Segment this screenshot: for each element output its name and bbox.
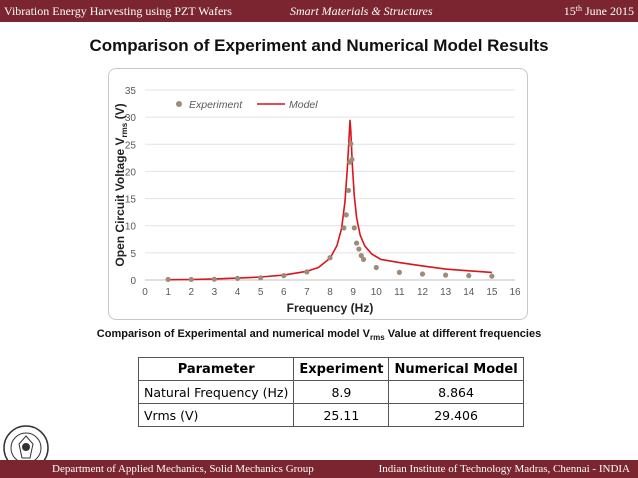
experiment-data-point	[341, 225, 347, 231]
department-name: Department of Applied Mechanics, Solid M…	[52, 463, 314, 475]
x-tick-label: 9	[350, 287, 356, 298]
experiment-data-point	[360, 256, 367, 262]
table-cell: 29.406	[388, 403, 524, 427]
date-rest: June 2015	[582, 4, 634, 18]
x-tick-label: 14	[463, 287, 475, 298]
legend-model-label: Model	[289, 99, 318, 111]
table-cell: Natural Frequency (Hz)	[137, 380, 295, 404]
y-tick-label: 0	[130, 276, 136, 287]
experiment-data-point	[349, 156, 355, 163]
presentation-title: Vibration Energy Harvesting using PZT Wa…	[4, 4, 232, 18]
x-tick-label: 8	[327, 287, 333, 298]
experiment-data-point	[165, 276, 171, 283]
y-tick-label: 20	[125, 167, 137, 178]
header-numerical-model: Numerical Model	[388, 357, 524, 381]
footer-bar: Department of Applied Mechanics, Solid M…	[0, 460, 638, 478]
course-name: Smart Materials & Structures	[290, 4, 433, 18]
table-cell: Vrms (V)	[137, 403, 295, 427]
experiment-data-point	[353, 240, 360, 246]
x-tick-label: 11	[394, 287, 405, 298]
y-tick-label: 30	[125, 113, 137, 124]
logo-center	[22, 443, 30, 451]
header-experiment: Experiment	[293, 357, 390, 381]
table-header-row: Parameter Experiment Numerical Model	[137, 357, 524, 381]
experiment-data-point	[327, 255, 333, 261]
logo-emblem	[18, 435, 34, 459]
caption-sub: rms	[370, 333, 385, 343]
chart-frame: 0 5 10 15 20 25 30 35 0 1 2 3 4 5 6 7 8 9 10 11 12 13 14 15 16 Fr…	[108, 68, 528, 320]
chart-caption: Comparison of Experimental and numerical…	[0, 328, 638, 342]
slide-title: Comparison of Experiment and Numerical M…	[89, 36, 549, 55]
x-tick-label: 3	[212, 287, 218, 298]
experiment-data-point	[356, 246, 362, 252]
comparison-table: Parameter Experiment Numerical Model Nat…	[137, 357, 524, 427]
experiment-data-point	[396, 269, 402, 275]
table-row: Vrms (V) 25.11 29.406	[137, 403, 524, 427]
caption-prefix: Comparison of Experimental and numerical…	[96, 328, 371, 340]
y-tick-label: 10	[125, 222, 137, 233]
y-tick-label: 15	[125, 195, 137, 206]
x-tick-label: 16	[509, 287, 521, 298]
experiment-data-point	[211, 276, 217, 282]
experiment-data-point	[351, 225, 357, 231]
experiment-data-point	[304, 269, 310, 275]
table-row: Natural Frequency (Hz) 8.9 8.864	[137, 380, 524, 404]
y-axis-label: Open Circuit Voltage Vrms (V)	[113, 103, 129, 266]
experiment-data-point	[358, 252, 364, 259]
x-tick-label: 4	[235, 287, 241, 298]
experiment-data-point	[443, 272, 449, 278]
x-tick-label: 1	[165, 287, 171, 298]
institute-name: Indian Institute of Technology Madras, C…	[378, 463, 630, 475]
header-parameter: Parameter	[137, 357, 295, 381]
experiment-data-point	[373, 264, 379, 271]
experiment-data-point	[234, 275, 241, 281]
experiment-data-point	[258, 275, 264, 281]
experiment-data-point	[188, 276, 194, 283]
table-cell: 8.864	[388, 380, 524, 404]
x-tick-label: 5	[258, 287, 264, 298]
experiment-data-point	[489, 273, 495, 279]
caption-suffix: Value at different frequencies	[384, 328, 542, 340]
date-suffix: th	[575, 4, 582, 13]
y-tick-label: 25	[125, 140, 137, 151]
x-tick-label: 13	[440, 287, 452, 298]
y-axis-label-sub: rms	[120, 122, 129, 137]
table-cell: 25.11	[293, 403, 390, 427]
experiment-data-point	[348, 141, 354, 147]
model-series-line	[168, 119, 492, 281]
x-tick-label: 7	[304, 287, 310, 298]
x-tick-label: 15	[486, 287, 498, 298]
x-tick-label: 0	[142, 287, 148, 298]
table-cell: 8.9	[293, 380, 390, 404]
x-tick-label: 2	[188, 287, 194, 298]
y-axis-label-unit: (V)	[113, 103, 127, 122]
legend-experiment-label: Experiment	[189, 99, 243, 111]
y-tick-label: 5	[130, 249, 136, 260]
header-bar: Vibration Energy Harvesting using PZT Wa…	[0, 0, 638, 22]
experiment-data-point	[466, 273, 472, 279]
x-tick-label: 6	[281, 287, 287, 298]
y-axis-label-main: Open Circuit Voltage V	[113, 137, 127, 266]
y-tick-label: 35	[125, 86, 137, 97]
experiment-data-point	[345, 187, 352, 194]
legend-experiment-marker	[176, 101, 182, 107]
presentation-date: 15th June 2015	[564, 4, 634, 19]
x-tick-label: 10	[371, 287, 383, 298]
experiment-data-point	[419, 271, 426, 277]
x-axis-label: Frequency (Hz)	[287, 301, 374, 315]
date-day: 15	[563, 4, 576, 18]
experiment-data-point	[281, 273, 287, 279]
x-tick-label: 12	[417, 287, 429, 298]
experiment-data-point	[343, 212, 349, 218]
